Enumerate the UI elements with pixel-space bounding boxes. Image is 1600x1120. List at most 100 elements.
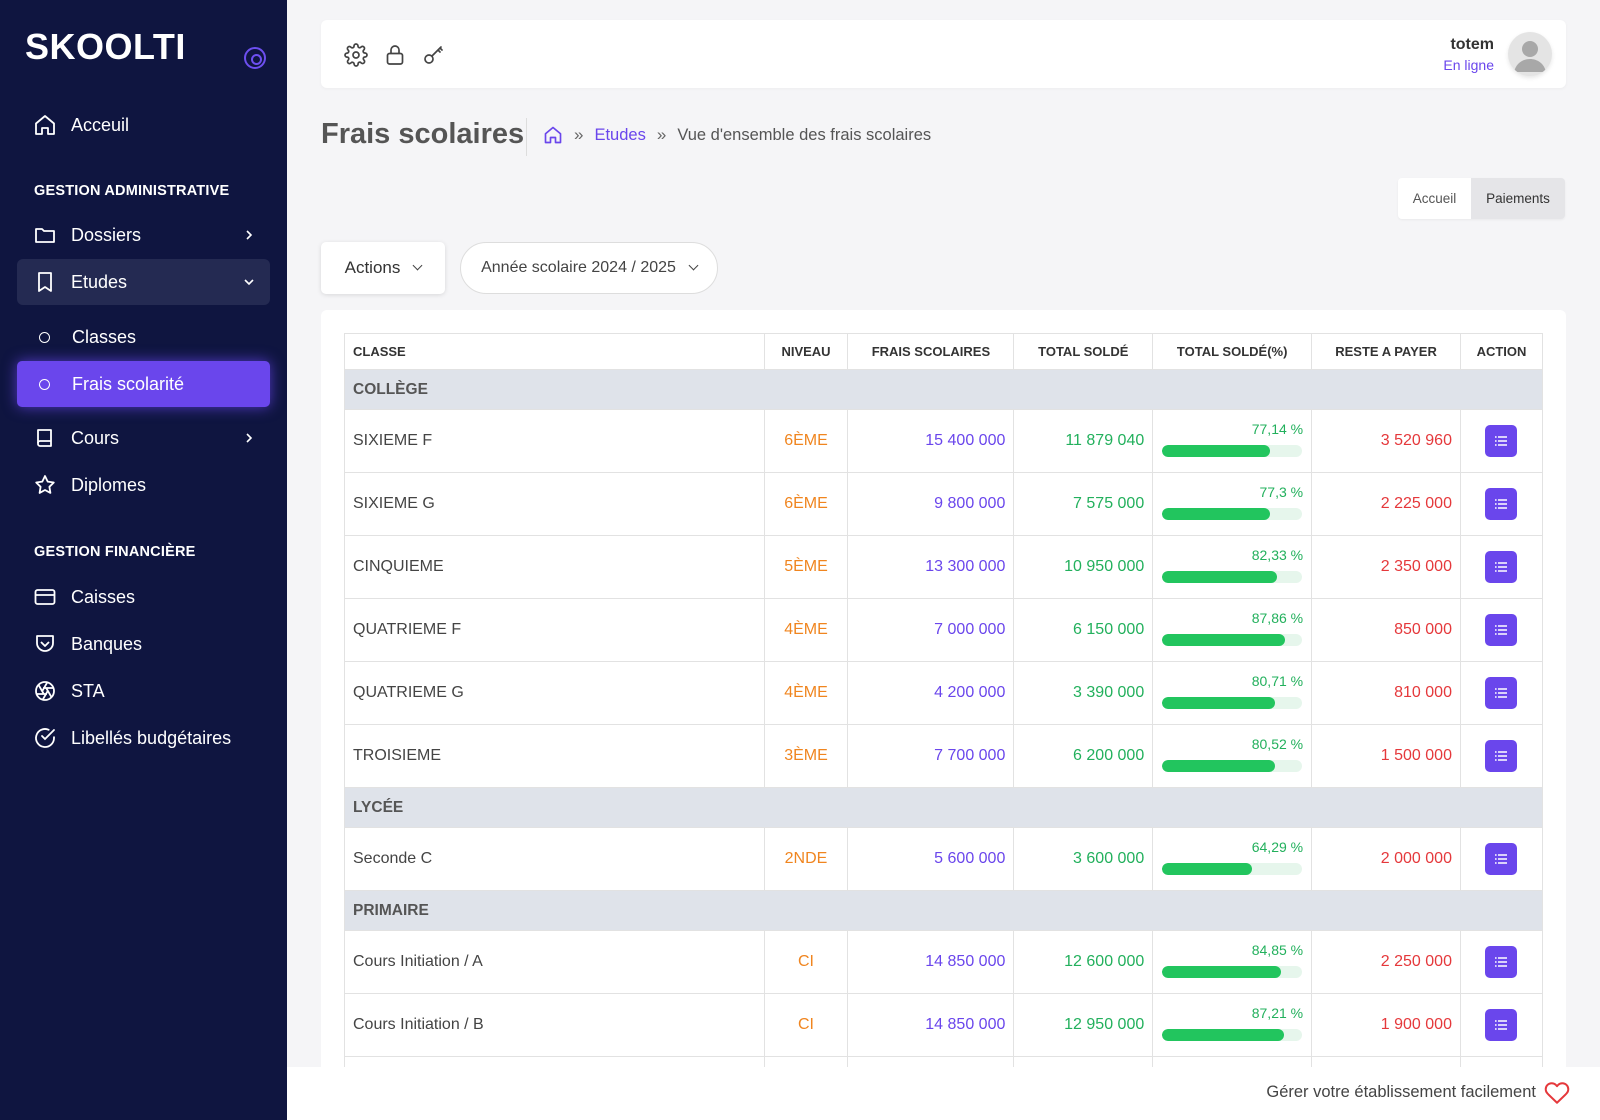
tab-paiements[interactable]: Paiements (1471, 178, 1565, 219)
column-header-niveau[interactable]: NIVEAU (763, 333, 849, 370)
sidebar-sub-frais-scolarite[interactable]: Frais scolarité (17, 361, 270, 407)
topbar: totem En ligne (321, 20, 1566, 88)
sidebar-item-banques[interactable]: Banques (17, 621, 270, 667)
column-header-action: ACTION (1459, 333, 1544, 370)
cell-classe: SIXIEME F (344, 409, 765, 473)
user-icon (1514, 41, 1546, 72)
chevron-right-icon (246, 230, 253, 240)
row-details-button[interactable] (1485, 488, 1518, 520)
book-icon (37, 429, 52, 447)
list-icon (1495, 625, 1508, 635)
cell-frais: 13 300 000 (847, 535, 1015, 599)
row-details-button[interactable] (1485, 1009, 1518, 1041)
chevron-down-icon (688, 260, 699, 271)
progress-label: 64,29 % (1251, 839, 1304, 855)
cell-niveau: CI (763, 993, 849, 1057)
column-header-reste[interactable]: RESTE A PAYER (1311, 333, 1461, 370)
row-details-button[interactable] (1485, 551, 1518, 583)
key-icon[interactable] (422, 43, 446, 67)
footer-tagline: Gérer votre établissement facilement (1266, 1083, 1536, 1101)
aperture-icon (35, 681, 55, 701)
sidebar-sub-classes[interactable]: Classes (17, 314, 270, 360)
table-row[interactable]: Cours Initiation / B CI 14 850 000 12 950 0… (344, 993, 1544, 1057)
progress-bar (1162, 966, 1303, 978)
table-row[interactable]: Seconde C 2NDE 5 600 000 3 600 000 64,29 % 2 … (344, 827, 1544, 891)
fees-table: CLASSE NIVEAU FRAIS SCOLAIRES TOTAL SOLD… (344, 333, 1544, 1120)
cell-action (1459, 827, 1544, 891)
cell-classe: TROISIEME (344, 724, 765, 788)
tab-accueil[interactable]: Accueil (1398, 178, 1471, 219)
cell-solde: 6 150 000 (1013, 598, 1154, 662)
sidebar-item-home[interactable]: Acceuil (17, 102, 270, 148)
school-year-select[interactable]: Année scolaire 2024 / 2025 (460, 242, 718, 294)
row-details-button[interactable] (1485, 740, 1518, 772)
column-header-pct[interactable]: TOTAL SOLDÉ(%) (1152, 333, 1313, 370)
table-row[interactable]: TROISIEME 3ÈME 7 700 000 6 200 000 80,52 % 1 … (344, 724, 1544, 788)
cell-reste: 3 520 960 (1311, 409, 1461, 473)
table-row[interactable]: QUATRIEME G 4ÈME 4 200 000 3 390 000 80,71 %… (344, 661, 1544, 725)
sidebar-item-label: Classes (72, 326, 137, 347)
lock-icon[interactable] (383, 43, 407, 67)
cell-reste: 2 000 000 (1311, 827, 1461, 891)
breadcrumb-separator: » (656, 125, 667, 144)
sidebar-item-libelles[interactable]: Libellés budgétaires (17, 715, 270, 761)
row-details-button[interactable] (1485, 946, 1518, 978)
cell-classe: Cours Initiation / A (344, 930, 765, 994)
home-icon[interactable] (543, 125, 563, 145)
brand-logo[interactable]: SKOOLTI (25, 26, 186, 67)
bookmark-icon (38, 272, 52, 292)
group-label: PRIMAIRE (344, 890, 1543, 931)
cell-solde: 6 200 000 (1013, 724, 1154, 788)
sidebar-item-label: Etudes (71, 271, 128, 292)
sidebar-item-sta[interactable]: STA (17, 668, 270, 714)
sidebar-toggle-icon[interactable] (244, 47, 266, 69)
progress-label: 87,86 % (1251, 610, 1304, 626)
cell-niveau: 6ÈME (763, 472, 849, 536)
cell-action (1459, 661, 1544, 725)
progress-bar (1162, 445, 1303, 457)
group-row: PRIMAIRE (344, 890, 1543, 931)
sidebar-item-cours[interactable]: Cours (17, 415, 270, 461)
progress-label: 77,3 % (1259, 484, 1304, 500)
cell-classe: SIXIEME G (344, 472, 765, 536)
cell-action (1459, 930, 1544, 994)
sidebar-item-etudes[interactable]: Etudes (17, 259, 270, 305)
gear-icon[interactable] (344, 43, 368, 67)
sidebar: SKOOLTI Acceuil GESTION ADMINISTRATIVE D… (0, 0, 287, 1120)
sidebar-item-diplomes[interactable]: Diplomes (17, 462, 270, 508)
cell-reste: 2 250 000 (1311, 930, 1461, 994)
row-details-button[interactable] (1485, 677, 1518, 709)
avatar[interactable] (1508, 32, 1552, 76)
table-row[interactable]: QUATRIEME F 4ÈME 7 000 000 6 150 000 87,86 %… (344, 598, 1544, 662)
progress-label: 80,71 % (1251, 673, 1304, 689)
sidebar-item-dossiers[interactable]: Dossiers (17, 212, 270, 258)
sidebar-item-label: Dossiers (71, 224, 142, 245)
cell-classe: Seconde C (344, 827, 765, 891)
column-header-solde[interactable]: TOTAL SOLDÉ (1013, 333, 1154, 370)
table-row[interactable]: SIXIEME F 6ÈME 15 400 000 11 879 040 77,14 %… (344, 409, 1544, 473)
row-details-button[interactable] (1485, 614, 1518, 646)
table-row[interactable]: SIXIEME G 6ÈME 9 800 000 7 575 000 77,3 % 2 2… (344, 472, 1544, 536)
column-header-classe[interactable]: CLASSE (344, 333, 765, 370)
cell-pct: 77,14 % (1152, 409, 1313, 473)
progress-fill (1162, 966, 1281, 978)
breadcrumb-link-etudes[interactable]: Etudes (594, 125, 646, 144)
fees-card: CLASSE NIVEAU FRAIS SCOLAIRES TOTAL SOLD… (321, 310, 1566, 1120)
sidebar-item-caisses[interactable]: Caisses (17, 574, 270, 620)
chevron-right-icon (246, 433, 253, 443)
cell-pct: 82,33 % (1152, 535, 1313, 599)
list-icon (1495, 957, 1508, 967)
cell-solde: 3 600 000 (1013, 827, 1154, 891)
row-details-button[interactable] (1485, 425, 1518, 457)
row-details-button[interactable] (1485, 843, 1518, 875)
breadcrumb-current: Vue d'ensemble des frais scolaires (677, 125, 932, 144)
table-row[interactable]: CINQUIEME 5ÈME 13 300 000 10 950 000 82,33 %… (344, 535, 1544, 599)
list-icon (1495, 688, 1508, 698)
cell-niveau: 4ÈME (763, 661, 849, 725)
cell-reste: 2 350 000 (1311, 535, 1461, 599)
table-row[interactable]: Cours Initiation / A CI 14 850 000 12 600 0… (344, 930, 1544, 994)
progress-fill (1162, 445, 1271, 457)
column-header-frais[interactable]: FRAIS SCOLAIRES (847, 333, 1015, 370)
actions-dropdown-button[interactable]: Actions (321, 242, 445, 294)
cell-reste: 850 000 (1311, 598, 1461, 662)
